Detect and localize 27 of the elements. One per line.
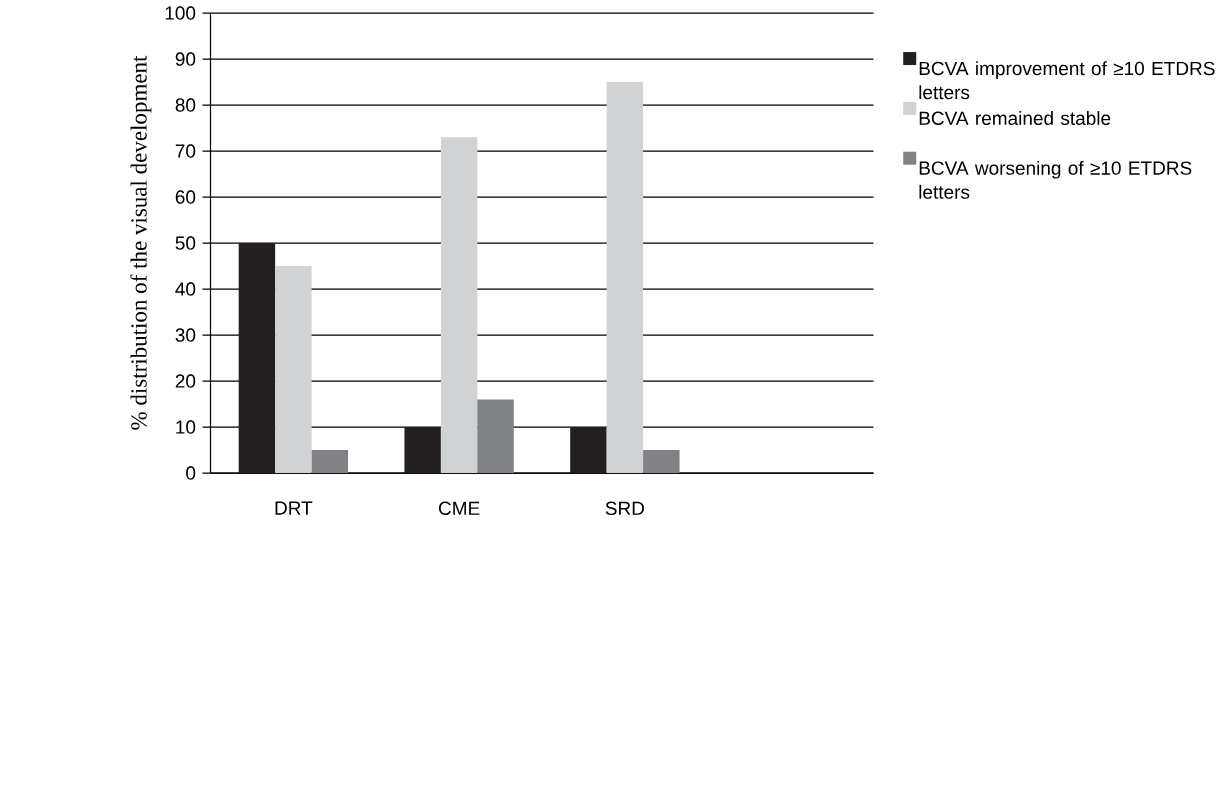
bar: [275, 265, 312, 473]
y-tick-label: 70: [175, 144, 196, 158]
bar: [440, 137, 478, 473]
y-tick-label: 0: [186, 466, 196, 480]
y-tick-label: 50: [175, 236, 196, 250]
legend-label: BCVA remained stable: [919, 110, 1111, 125]
x-tick-label: CME: [438, 501, 480, 515]
bar: [643, 449, 680, 473]
y-tick-label: 30: [175, 328, 196, 342]
y-tick-label: 80: [175, 98, 196, 112]
y-tick-label: 100: [165, 6, 196, 20]
y-tick-label: 20: [175, 374, 196, 388]
bar: [311, 449, 349, 473]
bar: [477, 399, 514, 473]
y-tick-label: 40: [175, 282, 196, 296]
y-tick-label: 10: [176, 420, 196, 434]
y-axis-title: % distribution of the visual development: [130, 55, 152, 430]
legend-label: BCVA worsening of ≥10 ETDRS letters: [919, 160, 1192, 199]
bar: [404, 426, 441, 473]
x-tick-label: SRD: [605, 501, 645, 515]
bar: [238, 242, 276, 473]
x-tick-label: DRT: [275, 501, 313, 515]
bar: [606, 81, 644, 473]
y-tick-label: 60: [175, 190, 196, 204]
legend-label: BCVA improvement of ≥10 ETDRS letters: [919, 61, 1215, 100]
y-tick-label: 90: [175, 52, 196, 66]
bar: [570, 426, 607, 473]
